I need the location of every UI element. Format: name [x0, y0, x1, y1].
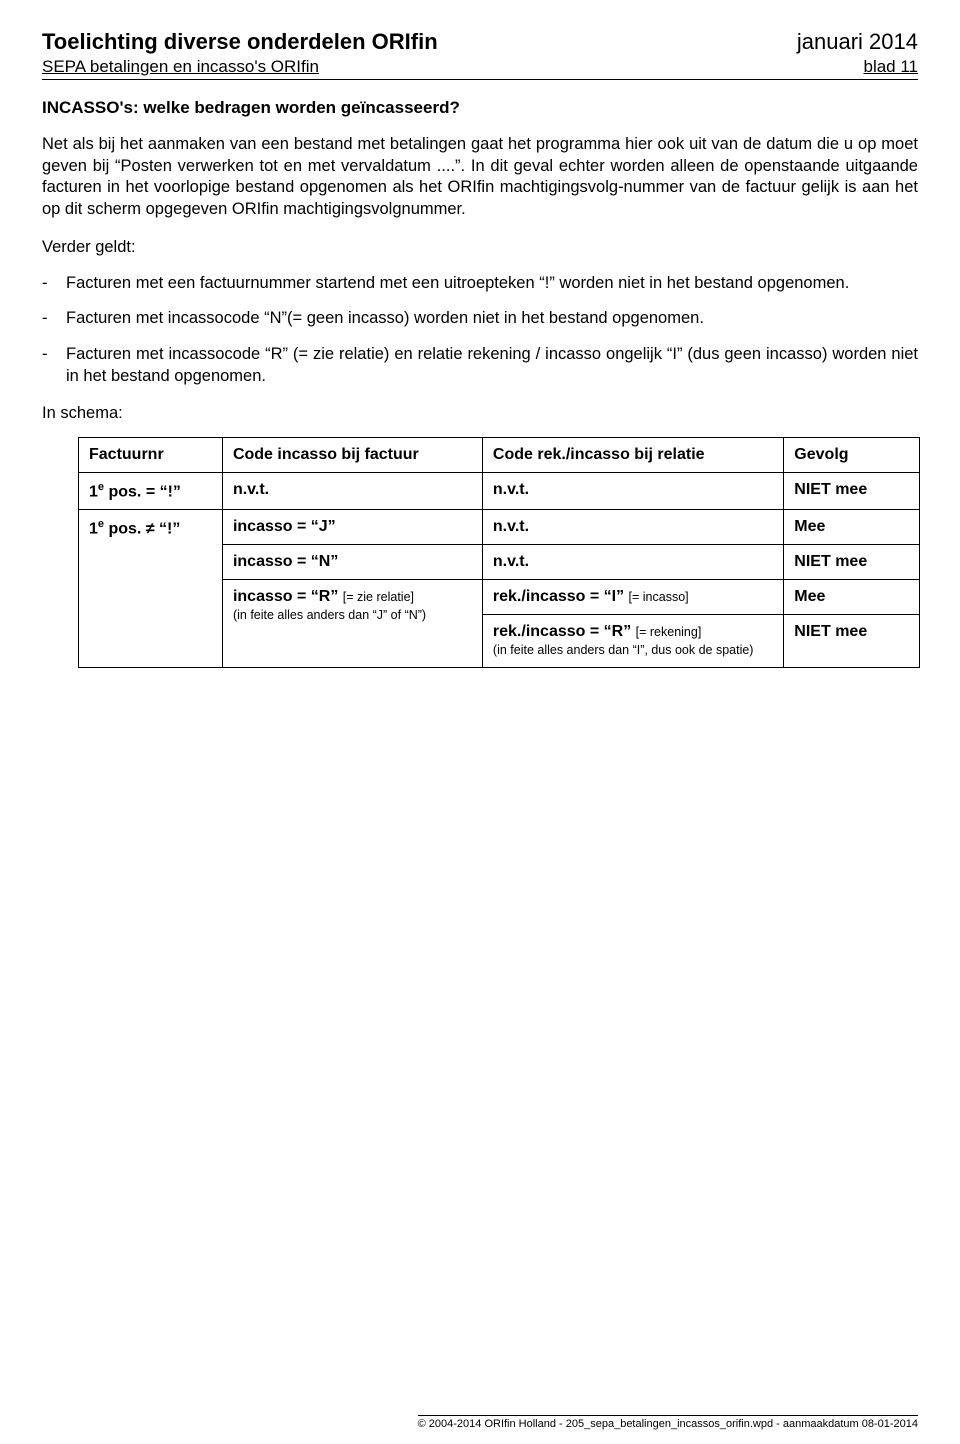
list-item: Facturen met incassocode “R” (= zie rela…	[42, 344, 918, 388]
col-header: Factuurnr	[79, 437, 223, 472]
cell: 1e pos. = “!”	[79, 472, 223, 509]
list-item: Facturen met incassocode “N”(= geen inca…	[42, 308, 918, 330]
cell: NIET mee	[784, 472, 920, 509]
cell: n.v.t.	[222, 472, 482, 509]
table-header-row: Factuurnr Code incasso bij factuur Code …	[79, 437, 920, 472]
lead-text: Verder geldt:	[42, 237, 918, 259]
col-header: Code incasso bij factuur	[222, 437, 482, 472]
table-row: 1e pos. = “!” n.v.t. n.v.t. NIET mee	[79, 472, 920, 509]
schema-table: Factuurnr Code incasso bij factuur Code …	[78, 437, 920, 668]
cell: n.v.t.	[482, 509, 783, 544]
cell: NIET mee	[784, 544, 920, 579]
intro-paragraph: Net als bij het aanmaken van een bestand…	[42, 134, 918, 221]
col-header: Gevolg	[784, 437, 920, 472]
cell: rek./incasso = “I” [= incasso]	[482, 579, 783, 614]
cell: NIET mee	[784, 614, 920, 667]
cell: n.v.t.	[482, 472, 783, 509]
cell: incasso = “R” [= zie relatie] (in feite …	[222, 579, 482, 667]
footer-text: © 2004-2014 ORIfin Holland - 205_sepa_be…	[418, 1415, 918, 1430]
doc-title: Toelichting diverse onderdelen ORIfin	[42, 28, 438, 56]
doc-subtitle: SEPA betalingen en incasso's ORIfin	[42, 56, 319, 77]
cell: incasso = “N”	[222, 544, 482, 579]
cell: Mee	[784, 579, 920, 614]
cell: n.v.t.	[482, 544, 783, 579]
cell: rek./incasso = “R” [= rekening] (in feit…	[482, 614, 783, 667]
table-row: 1e pos. ≠ “!” incasso = “J” n.v.t. Mee	[79, 509, 920, 544]
header-rule	[42, 79, 918, 80]
cell: Mee	[784, 509, 920, 544]
cell: incasso = “J”	[222, 509, 482, 544]
col-header: Code rek./incasso bij relatie	[482, 437, 783, 472]
schema-label: In schema:	[42, 404, 918, 423]
rules-list: Facturen met een factuurnummer startend …	[42, 273, 918, 388]
doc-date: januari 2014	[797, 28, 918, 56]
page-number: blad 11	[863, 56, 918, 77]
cell: 1e pos. ≠ “!”	[79, 509, 223, 667]
list-item: Facturen met een factuurnummer startend …	[42, 273, 918, 295]
section-heading: INCASSO's: welke bedragen worden geïncas…	[42, 98, 918, 118]
